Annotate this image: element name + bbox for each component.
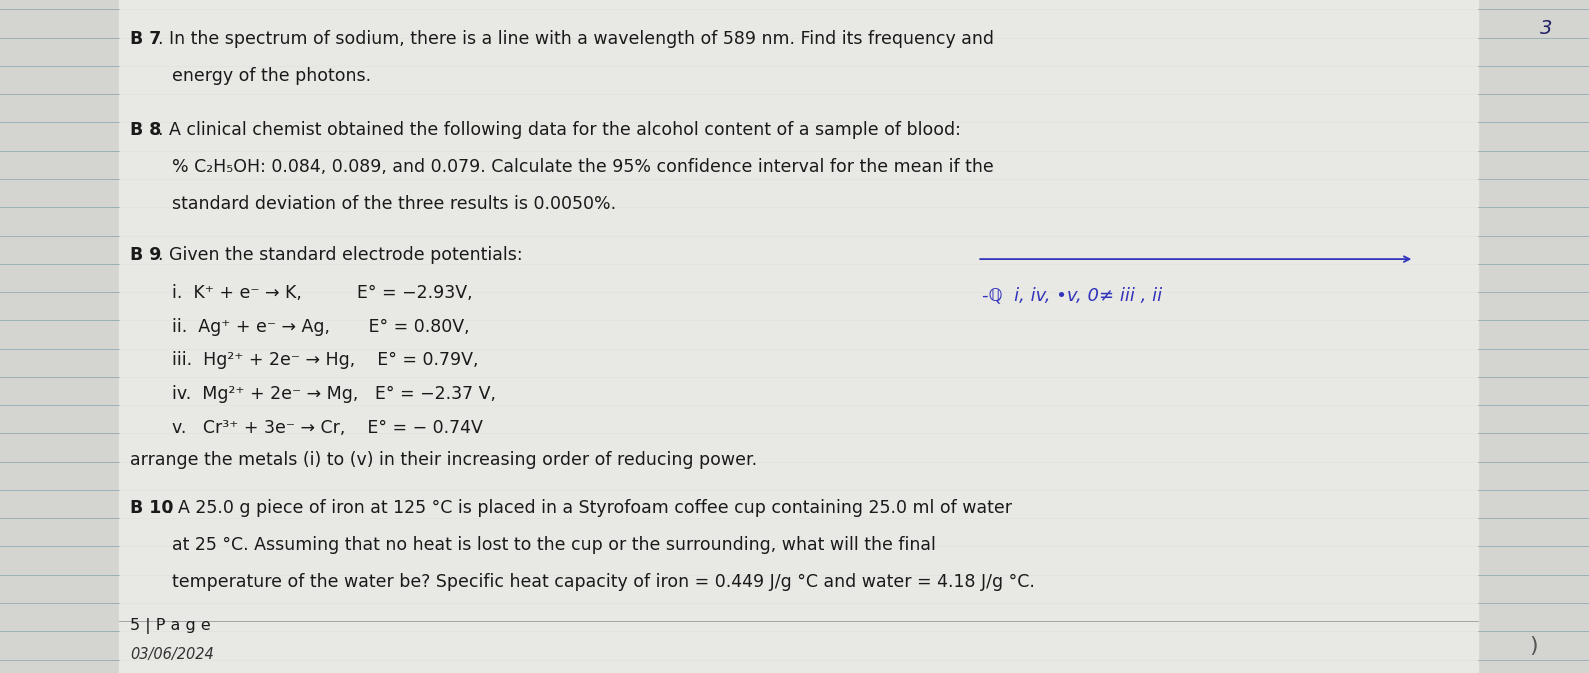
Text: ii.  Ag⁺ + e⁻ → Ag,       E° = 0.80V,: ii. Ag⁺ + e⁻ → Ag, E° = 0.80V, [172,318,469,336]
Text: at 25 °C. Assuming that no heat is lost to the cup or the surrounding, what will: at 25 °C. Assuming that no heat is lost … [172,536,936,555]
Bar [119,0,1478,673]
Text: 3: 3 [1540,19,1552,38]
Text: iv.  Mg²⁺ + 2e⁻ → Mg,   E° = −2.37 V,: iv. Mg²⁺ + 2e⁻ → Mg, E° = −2.37 V, [172,385,496,403]
Text: . A 25.0 g piece of iron at 125 °C is placed in a Styrofoam coffee cup containin: . A 25.0 g piece of iron at 125 °C is pl… [167,499,1012,518]
Text: . In the spectrum of sodium, there is a line with a wavelength of 589 nm. Find i: . In the spectrum of sodium, there is a … [157,30,995,48]
Text: temperature of the water be? Specific heat capacity of iron = 0.449 J/g °C and w: temperature of the water be? Specific he… [172,573,1034,592]
Text: B 7: B 7 [130,30,162,48]
Text: v.   Cr³⁺ + 3e⁻ → Cr,    E° = − 0.74V: v. Cr³⁺ + 3e⁻ → Cr, E° = − 0.74V [172,419,483,437]
Text: B 9: B 9 [130,246,162,264]
Bar [1478,0,1589,673]
Text: . Given the standard electrode potentials:: . Given the standard electrode potential… [157,246,523,264]
Text: 5 | P a g e: 5 | P a g e [130,618,211,634]
Text: B 10: B 10 [130,499,173,518]
Text: . A clinical chemist obtained the following data for the alcohol content of a sa: . A clinical chemist obtained the follow… [157,121,961,139]
Text: % C₂H₅OH: 0.084, 0.089, and 0.079. Calculate the 95% confidence interval for the: % C₂H₅OH: 0.084, 0.089, and 0.079. Calcu… [172,158,993,176]
Text: energy of the photons.: energy of the photons. [172,67,370,85]
Text: ): ) [1529,636,1538,656]
Text: 03/06/2024: 03/06/2024 [130,647,215,662]
Text: -ℚ  i, iv, •v, 0≠ iii , ii: -ℚ i, iv, •v, 0≠ iii , ii [982,286,1162,304]
Text: iii.  Hg²⁺ + 2e⁻ → Hg,    E° = 0.79V,: iii. Hg²⁺ + 2e⁻ → Hg, E° = 0.79V, [172,351,478,369]
Bar [0,0,119,673]
Text: B 8: B 8 [130,121,162,139]
Text: arrange the metals (i) to (v) in their increasing order of reducing power.: arrange the metals (i) to (v) in their i… [130,451,758,469]
Text: standard deviation of the three results is 0.0050%.: standard deviation of the three results … [172,195,615,213]
Text: i.  K⁺ + e⁻ → K,          E° = −2.93V,: i. K⁺ + e⁻ → K, E° = −2.93V, [172,284,472,302]
